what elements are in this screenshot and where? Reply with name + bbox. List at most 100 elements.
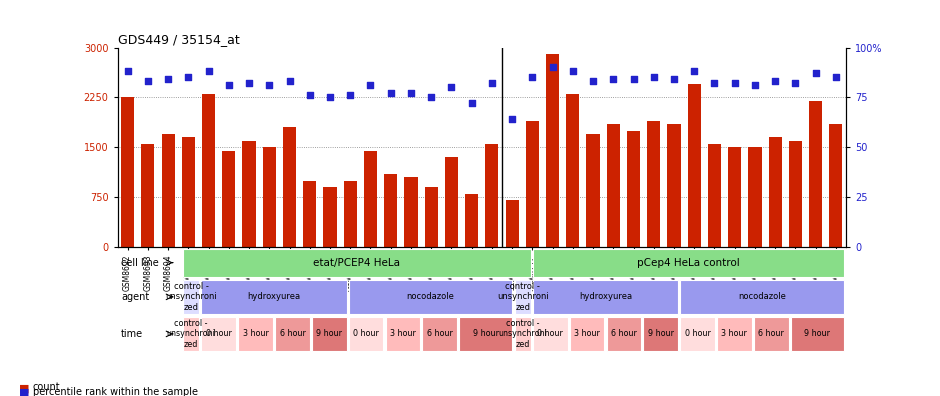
Point bbox=[808, 70, 823, 76]
Bar bbox=[688, 84, 701, 247]
Bar bbox=[587, 134, 600, 247]
FancyBboxPatch shape bbox=[514, 280, 531, 314]
Point bbox=[384, 90, 399, 97]
Text: time: time bbox=[121, 329, 143, 339]
Text: 6 hour: 6 hour bbox=[279, 329, 306, 339]
Bar bbox=[728, 147, 742, 247]
Text: count: count bbox=[33, 382, 60, 392]
Bar bbox=[647, 121, 660, 247]
FancyBboxPatch shape bbox=[239, 317, 273, 350]
Bar bbox=[809, 101, 822, 247]
FancyBboxPatch shape bbox=[606, 317, 641, 350]
FancyBboxPatch shape bbox=[349, 317, 384, 350]
Text: control -
unsynchroni
zed: control - unsynchroni zed bbox=[496, 282, 549, 312]
Bar bbox=[566, 94, 579, 247]
Point bbox=[343, 92, 358, 99]
Text: cell line: cell line bbox=[121, 258, 159, 268]
Text: 3 hour: 3 hour bbox=[722, 329, 747, 339]
FancyBboxPatch shape bbox=[681, 317, 715, 350]
Text: hydroxyurea: hydroxyurea bbox=[579, 292, 632, 301]
Point bbox=[747, 82, 762, 89]
Text: 9 hour: 9 hour bbox=[805, 329, 830, 339]
Bar bbox=[222, 150, 235, 247]
Text: GDS449 / 35154_at: GDS449 / 35154_at bbox=[118, 33, 240, 46]
Point bbox=[261, 82, 276, 89]
Text: 0 hour: 0 hour bbox=[684, 329, 711, 339]
Point bbox=[464, 100, 479, 107]
Bar bbox=[667, 124, 681, 247]
Point bbox=[221, 82, 236, 89]
Bar bbox=[546, 54, 559, 247]
Bar bbox=[769, 137, 782, 247]
FancyBboxPatch shape bbox=[183, 249, 531, 277]
FancyBboxPatch shape bbox=[533, 249, 844, 277]
Text: 9 hour: 9 hour bbox=[648, 329, 674, 339]
Point bbox=[180, 74, 196, 81]
FancyBboxPatch shape bbox=[570, 317, 604, 350]
Bar bbox=[304, 181, 317, 247]
Bar bbox=[262, 147, 275, 247]
FancyBboxPatch shape bbox=[183, 317, 199, 350]
Point bbox=[666, 76, 681, 83]
FancyBboxPatch shape bbox=[533, 317, 568, 350]
FancyBboxPatch shape bbox=[791, 317, 844, 350]
FancyBboxPatch shape bbox=[201, 280, 347, 314]
Text: 6 hour: 6 hour bbox=[427, 329, 453, 339]
Bar bbox=[344, 181, 357, 247]
Point bbox=[728, 80, 743, 87]
Point bbox=[303, 92, 318, 99]
FancyBboxPatch shape bbox=[533, 280, 678, 314]
Text: agent: agent bbox=[121, 292, 149, 302]
Point bbox=[586, 78, 601, 85]
Text: control -
unsynchroni
zed: control - unsynchroni zed bbox=[498, 319, 547, 349]
Bar bbox=[425, 187, 438, 247]
Point bbox=[161, 76, 176, 83]
Bar bbox=[202, 94, 215, 247]
Text: 3 hour: 3 hour bbox=[574, 329, 600, 339]
Bar bbox=[606, 124, 619, 247]
Point bbox=[525, 74, 540, 81]
Point bbox=[565, 68, 580, 74]
Text: percentile rank within the sample: percentile rank within the sample bbox=[33, 387, 198, 396]
Point bbox=[444, 84, 459, 91]
FancyBboxPatch shape bbox=[717, 317, 752, 350]
Point bbox=[282, 78, 297, 85]
Text: 0 hour: 0 hour bbox=[538, 329, 563, 339]
Bar bbox=[323, 187, 337, 247]
Bar bbox=[283, 127, 296, 247]
Point bbox=[605, 76, 620, 83]
Point bbox=[505, 116, 520, 122]
Bar bbox=[404, 177, 417, 247]
FancyBboxPatch shape bbox=[514, 317, 531, 350]
FancyBboxPatch shape bbox=[312, 317, 347, 350]
Point bbox=[828, 74, 843, 81]
Bar bbox=[829, 124, 842, 247]
Bar bbox=[627, 131, 640, 247]
Text: control -
unsynchroni
zed: control - unsynchroni zed bbox=[165, 282, 217, 312]
Point bbox=[242, 80, 257, 87]
Text: ■: ■ bbox=[19, 388, 29, 396]
Point bbox=[201, 68, 216, 74]
Bar bbox=[708, 144, 721, 247]
Bar bbox=[748, 147, 761, 247]
Text: 6 hour: 6 hour bbox=[611, 329, 637, 339]
Text: pCep4 HeLa control: pCep4 HeLa control bbox=[637, 258, 740, 268]
Text: 9 hour: 9 hour bbox=[316, 329, 342, 339]
Point bbox=[545, 64, 560, 70]
Point bbox=[120, 68, 135, 74]
FancyBboxPatch shape bbox=[754, 317, 789, 350]
Text: etat/PCEP4 HeLa: etat/PCEP4 HeLa bbox=[313, 258, 400, 268]
FancyBboxPatch shape bbox=[681, 280, 844, 314]
Text: control -
unsynchroni
zed: control - unsynchroni zed bbox=[166, 319, 215, 349]
Point bbox=[707, 80, 722, 87]
Point bbox=[403, 90, 418, 97]
Point bbox=[140, 78, 155, 85]
Point bbox=[322, 94, 337, 101]
Point bbox=[687, 68, 702, 74]
Bar bbox=[364, 150, 377, 247]
Bar bbox=[384, 174, 398, 247]
Text: ■: ■ bbox=[19, 383, 29, 393]
Point bbox=[424, 94, 439, 101]
Text: 3 hour: 3 hour bbox=[243, 329, 269, 339]
Bar bbox=[506, 200, 519, 247]
